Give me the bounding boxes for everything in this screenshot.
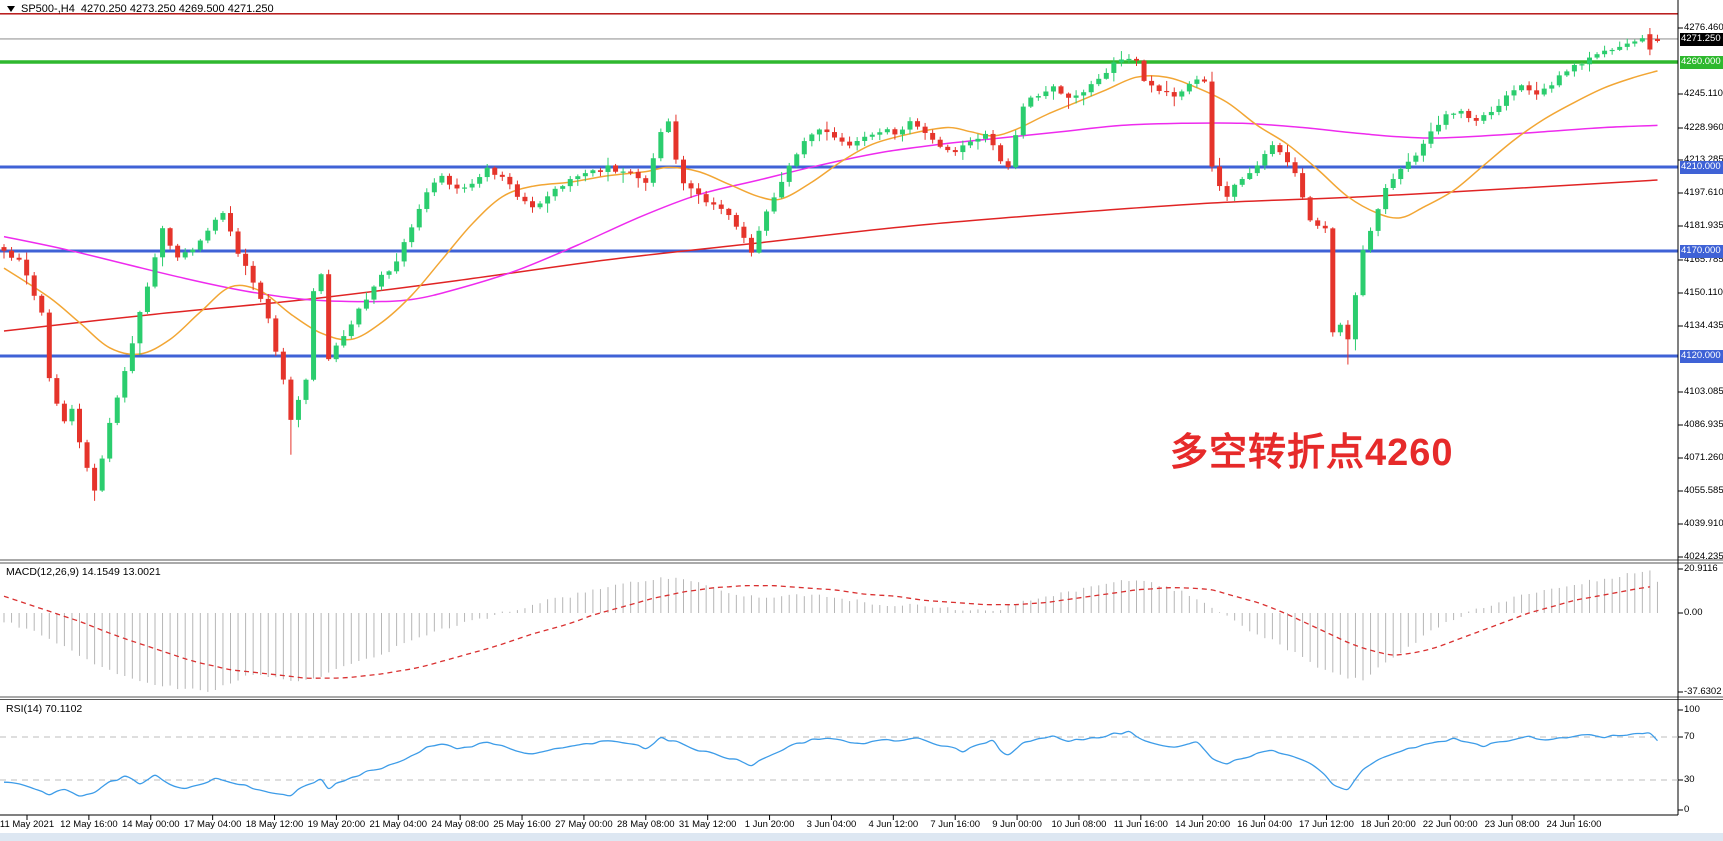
time-axis-label: 18 Jun 20:00: [1360, 819, 1416, 830]
time-axis-label: 14 May 00:00: [121, 819, 180, 830]
indicator-axis-label: 70: [1684, 731, 1695, 742]
chart-annotation-text[interactable]: 多空转折点4260: [1170, 432, 1454, 474]
price-tick-label: 4103.085: [1684, 386, 1723, 397]
time-axis-label: 3 Jun 04:00: [806, 819, 857, 830]
price-tick-label: 4165.785: [1684, 254, 1723, 265]
symbol-collapse-icon[interactable]: [7, 6, 15, 12]
price-tick-label: 4245.110: [1684, 88, 1723, 99]
price-tick-label: 4086.935: [1684, 419, 1723, 430]
indicator-axis-label: 100: [1684, 704, 1700, 715]
price-tick-label: 4181.935: [1684, 220, 1723, 231]
time-axis-label: 24 Jun 16:00: [1546, 819, 1602, 830]
window-bottom-strip: [0, 833, 1723, 841]
time-axis-label: 14 Jun 20:00: [1175, 819, 1231, 830]
macd-layer: [3, 570, 1658, 692]
time-axis-label: 9 Jun 00:00: [992, 819, 1042, 830]
time-axis-label: 23 Jun 08:00: [1484, 819, 1540, 830]
time-axis-label: 12 May 16:00: [60, 819, 118, 830]
indicator-axis-label: 30: [1684, 774, 1695, 785]
price-line-label: 4260.000: [1680, 55, 1723, 69]
price-tick-label: 4276.460: [1684, 22, 1723, 33]
time-axis-label: 11 May 2021: [0, 819, 55, 830]
time-axis-label: 11 Jun 16:00: [1113, 819, 1168, 830]
chart-title: SP500-,H4 4270.250 4273.250 4269.500 427…: [7, 3, 274, 15]
rsi-layer: [0, 730, 1678, 797]
macd-indicator-label: MACD(12,26,9) 14.1549 13.0021: [6, 566, 161, 578]
time-axis-label: 17 May 04:00: [183, 819, 242, 830]
time-axis-label: 4 Jun 12:00: [868, 819, 919, 830]
price-line-label: 4120.000: [1680, 349, 1723, 363]
price-tick-label: 4213.285: [1684, 154, 1723, 165]
price-tick-label: 4228.960: [1684, 122, 1723, 133]
candles-layer: [1, 27, 1660, 501]
time-axis-label: 18 May 12:00: [245, 819, 304, 830]
time-axis-label: 22 Jun 00:00: [1422, 819, 1478, 830]
time-axis-label: 21 May 04:00: [369, 819, 428, 830]
moving-averages-layer: [3, 70, 1658, 356]
price-tick-label: 4150.110: [1684, 287, 1723, 298]
time-axis-label: 19 May 20:00: [307, 819, 366, 830]
price-line-label: 4271.250: [1680, 32, 1723, 46]
price-tick-label: 4134.435: [1684, 320, 1723, 331]
time-axis-label: 24 May 08:00: [431, 819, 489, 830]
time-axis-label: 17 Jun 12:00: [1299, 819, 1354, 830]
time-axis-label: 16 Jun 04:00: [1237, 819, 1293, 830]
indicator-axis-label: 20.9116: [1684, 563, 1718, 574]
title-ohlc-text: SP500-,H4 4270.250 4273.250 4269.500 427…: [21, 3, 274, 15]
time-axis-label: 1 Jun 20:00: [744, 819, 795, 830]
price-line-label: 4170.000: [1680, 244, 1723, 258]
price-tick-label: 4039.910: [1684, 518, 1723, 529]
time-axis-label: 7 Jun 16:00: [930, 819, 981, 830]
price-tick-label: 4024.235: [1684, 551, 1723, 562]
time-ticks-layer: [26, 815, 1575, 820]
rsi-indicator-label: RSI(14) 70.1102: [6, 703, 83, 715]
time-axis-label: 25 May 16:00: [493, 819, 551, 830]
price-tick-label: 4197.610: [1684, 187, 1723, 198]
price-line-label: 4210.000: [1680, 160, 1723, 174]
panel-borders-layer: [0, 0, 1723, 816]
time-axis-label: 27 May 00:00: [555, 819, 613, 830]
indicator-axis-label: 0.00: [1684, 607, 1703, 618]
time-axis-label: 10 Jun 08:00: [1051, 819, 1107, 830]
time-axis-label: 31 May 12:00: [678, 819, 737, 830]
indicator-axis-label: 0: [1684, 804, 1690, 815]
horizontal-lines-layer: [0, 13, 1678, 358]
price-tick-label: 4071.260: [1684, 452, 1723, 463]
indicator-axis-label: -37.6302: [1684, 686, 1722, 697]
price-tick-label: 4055.585: [1684, 485, 1723, 496]
time-axis-label: 28 May 08:00: [617, 819, 675, 830]
